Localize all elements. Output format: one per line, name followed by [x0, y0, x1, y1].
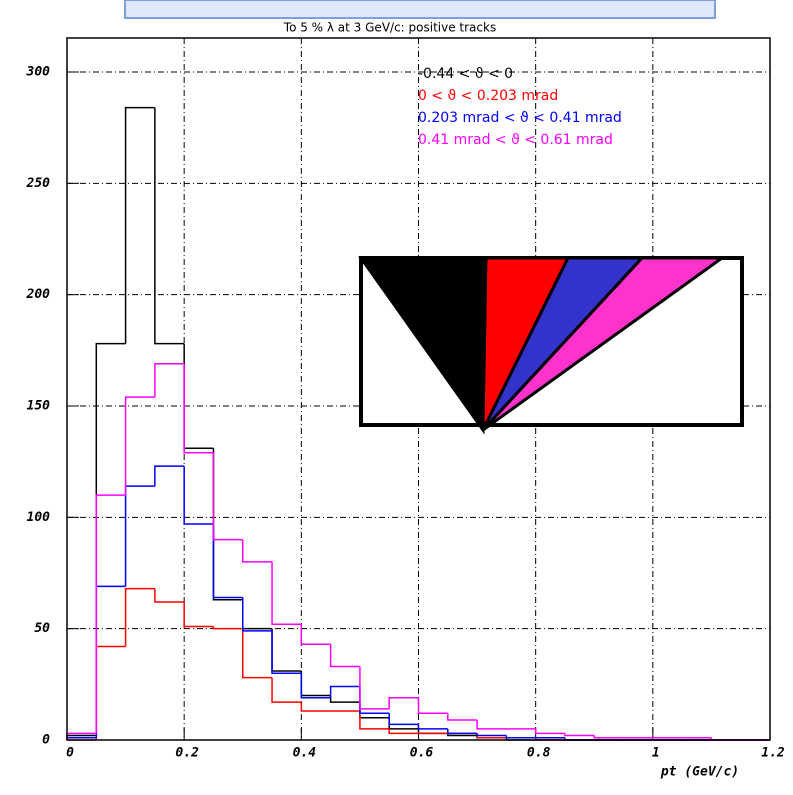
histogram-bin: [212, 452, 243, 541]
histogram-bin: [212, 524, 243, 599]
plot-frame: [66, 37, 771, 741]
histogram-bin: [212, 626, 243, 630]
histogram-bin: [329, 685, 360, 698]
histogram-bin: [447, 728, 478, 735]
histogram-bin: [417, 697, 448, 715]
histogram-bin: [183, 363, 214, 454]
histogram-bin: [388, 728, 419, 735]
histogram-bin: [271, 628, 302, 672]
histogram-bin: [388, 696, 419, 709]
histogram-bin: [95, 645, 126, 740]
histogram-bin: [124, 587, 155, 647]
series: [66, 362, 770, 741]
histogram-bin: [300, 624, 331, 646]
y-tick-label: 100: [27, 510, 51, 525]
histogram-bin: [329, 695, 360, 703]
histogram-bin: [300, 670, 331, 697]
y-tick-label: 300: [26, 65, 51, 80]
histogram-bin: [183, 343, 214, 450]
histogram-bin: [183, 466, 214, 525]
histogram-bin: [593, 735, 624, 739]
histogram-bin: [212, 448, 243, 601]
histogram-bin: [300, 702, 331, 712]
histogram-bin: [329, 644, 360, 668]
histogram-bin: [124, 106, 155, 344]
histogram-bin: [447, 713, 478, 721]
y-tick-label: 250: [26, 176, 51, 191]
histogram-bin: [417, 724, 448, 730]
histogram-bin: [359, 702, 390, 719]
y-tick-label: 50: [34, 621, 50, 636]
histogram-bin: [242, 599, 273, 630]
x-tick-label: 1.2: [761, 746, 785, 761]
chart-title: To 5 % λ at 3 GeV/c: positive tracks: [283, 21, 496, 35]
x-tick-label: 0: [66, 746, 74, 761]
histogram-bin: [388, 717, 419, 730]
x-tick-label: 1: [652, 746, 660, 761]
histogram-bin: [271, 630, 302, 674]
x-tick-label: 0.6: [410, 746, 434, 761]
histogram-bin: [183, 601, 214, 628]
overlay-wedge: [481, 256, 727, 432]
legend-label: 0 < ϑ < 0.203 mrad: [418, 88, 558, 104]
x-tick-label: 0.4: [293, 746, 317, 761]
y-tick-label: 150: [27, 399, 51, 414]
histogram-bin: [359, 711, 390, 730]
legend-label: -0.44 < ϑ < 0: [418, 66, 513, 82]
x-axis-label: pt (GeV/c): [660, 765, 739, 780]
histogram-bin: [564, 733, 595, 737]
histogram-bin: [154, 588, 185, 603]
legend-label: 0.41 mrad < ϑ < 0.61 mrad: [418, 132, 613, 148]
histogram-bin: [95, 494, 126, 734]
y-tick-label: 200: [26, 287, 51, 302]
histogram-bin: [476, 719, 507, 730]
histogram-bin: [242, 539, 273, 563]
histogram-bin: [271, 677, 302, 703]
histogram-bin: [154, 107, 185, 345]
histogram-bin: [154, 362, 185, 398]
histogram-bin: [242, 597, 273, 632]
x-tick-label: 0.2: [175, 746, 199, 761]
x-tick-label: 0.8: [527, 746, 551, 761]
histogram-bin: [242, 628, 273, 679]
histogram-bin: [534, 728, 565, 735]
legend-label: 0.203 mrad < ϑ < 0.41 mrad: [418, 110, 622, 126]
histogram-bin: [271, 561, 302, 625]
histogram-bin: [95, 342, 126, 736]
histogram-bin: [95, 585, 126, 738]
histogram-bin: [505, 735, 536, 739]
histogram-bin: [66, 732, 97, 740]
histogram-bin: [388, 713, 419, 726]
overlay-graphic: [358, 256, 744, 435]
histogram-bin: [124, 396, 155, 496]
histogram-bin: [476, 733, 507, 737]
y-tick-label: 0: [42, 733, 50, 748]
histogram-bin: [300, 673, 331, 699]
histogram-bin: [124, 485, 155, 587]
title-banner: [124, 0, 716, 19]
histogram-bin: [154, 465, 185, 487]
histogram-bin: [359, 666, 390, 710]
